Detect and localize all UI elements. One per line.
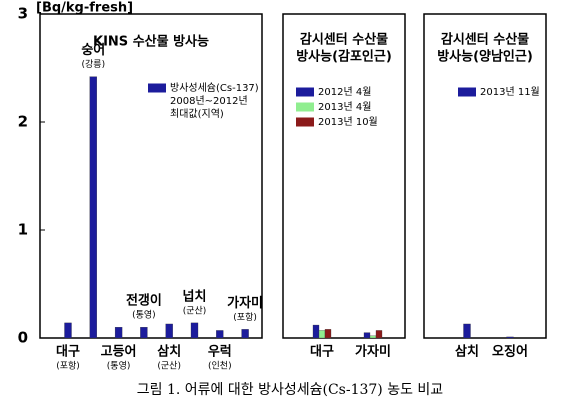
category-label: 대구 <box>56 345 80 360</box>
bar <box>140 327 148 339</box>
plot-frame <box>282 13 406 339</box>
plot-frame <box>39 13 263 339</box>
legend-label: 2013년 11월 <box>480 86 540 98</box>
legend-swatch <box>296 117 314 127</box>
bar <box>369 335 377 339</box>
category-label: 대구 <box>310 345 334 360</box>
legend-label: 2012년 4월 <box>318 86 371 98</box>
panel-title: 방사능(양남인근) <box>437 49 533 65</box>
bar <box>506 336 514 339</box>
y-tick-label: 0 <box>18 329 28 347</box>
y-tick-label: 1 <box>18 221 28 239</box>
bar <box>64 322 72 339</box>
plot-frame <box>423 13 547 339</box>
panel-title: 감시센터 수산물 <box>441 32 529 48</box>
bar <box>89 76 97 339</box>
y-tick-label: 3 <box>18 5 28 23</box>
legend-label: 2013년 4월 <box>318 101 371 113</box>
category-label: 넙치 <box>183 288 207 304</box>
bar <box>463 323 471 339</box>
legend-swatch <box>458 87 476 97</box>
panel-title: 감시센터 수산물 <box>300 32 388 48</box>
category-label: 우럭 <box>208 345 232 360</box>
category-label: 고등어 <box>101 344 137 360</box>
panel-title: KINS 수산물 방사능 <box>93 34 209 50</box>
bar <box>363 332 371 339</box>
category-label: 오징어 <box>492 344 528 360</box>
category-label: 삼치 <box>157 344 181 360</box>
legend-note: 2008년~2012년 <box>170 95 248 107</box>
category-label: 숭어 <box>81 42 105 58</box>
legend-swatch <box>148 83 166 93</box>
bar <box>114 327 123 339</box>
bar <box>324 329 332 339</box>
bar <box>216 330 224 339</box>
category-sublabel: (군산) <box>183 305 207 316</box>
category-sublabel: (인천) <box>208 361 232 372</box>
category-sublabel: (통영) <box>132 310 156 321</box>
category-sublabel: (포항) <box>56 361 80 372</box>
category-label: 전갱이 <box>126 293 162 309</box>
legend-swatch <box>296 102 314 112</box>
bar <box>241 329 249 339</box>
category-sublabel: (군산) <box>157 361 181 372</box>
bar <box>312 324 320 339</box>
bar <box>375 330 383 339</box>
category-label: 삼치 <box>455 344 479 360</box>
category-label: 가자미 <box>227 295 263 311</box>
category-sublabel: (포항) <box>233 312 257 323</box>
category-sublabel: (강릉) <box>82 59 106 70</box>
y-tick-label: 2 <box>18 113 28 131</box>
caption: 그림 1. 어류에 대한 방사성세슘(Cs-137) 농도 비교 <box>137 382 444 398</box>
legend-label: 방사성세슘(Cs-137) <box>170 82 259 94</box>
bar <box>190 322 199 339</box>
legend-swatch <box>296 87 314 97</box>
y-axis-label: [Bq/kg-fresh] <box>36 1 133 16</box>
legend-note: 최대값(지역) <box>170 108 224 120</box>
panel-title: 방사능(감포인근) <box>296 49 392 65</box>
category-sublabel: (통영) <box>107 361 131 372</box>
category-label: 가자미 <box>355 344 391 360</box>
bar <box>165 323 173 339</box>
bar <box>318 330 326 339</box>
legend-label: 2013년 10월 <box>318 116 378 128</box>
